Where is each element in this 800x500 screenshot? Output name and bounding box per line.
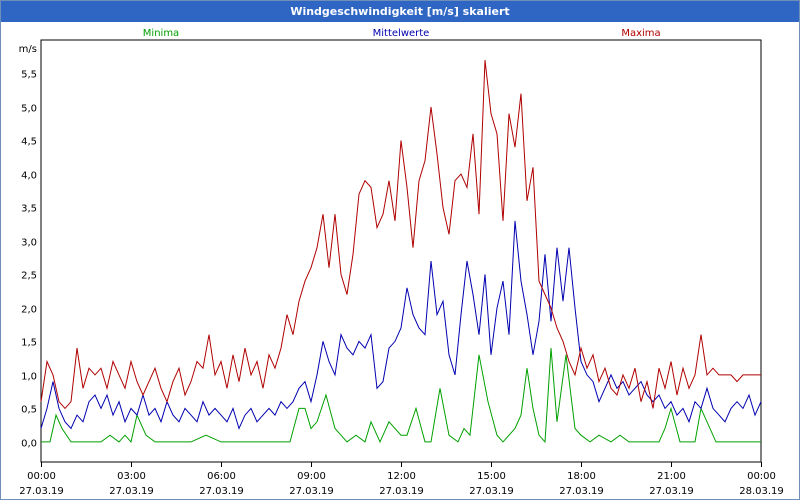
y-tick-label: 5,0 xyxy=(21,104,37,115)
x-tick-date: 27.03.19 xyxy=(289,486,334,497)
chart-canvas: 0,0 0,5 1,0 1,5 2,0 2,5 3,0 3,5 4,0 4,5 5,0 5,5 m/s 0… xyxy=(19,28,784,497)
x-tick-date: 27.03.19 xyxy=(559,486,604,497)
series-line-minima xyxy=(41,348,761,444)
legend-maxima: Maxima xyxy=(621,28,660,39)
y-tick-label: 1,0 xyxy=(21,372,37,383)
chart-title: Windgeschwindigkeit [m/s] skaliert xyxy=(1,1,799,22)
series-line-mittelwerte xyxy=(40,220,762,430)
y-tick-label: 1,5 xyxy=(21,338,37,349)
x-tick-date: 27.03.19 xyxy=(19,486,64,497)
x-tick-time: 00:00 xyxy=(27,471,56,482)
x-tick-time: 03:00 xyxy=(117,471,146,482)
x-tick-date: 27.03.19 xyxy=(199,486,244,497)
legend-mittelwerte: Mittelwerte xyxy=(373,28,430,39)
y-tick-label: 5,5 xyxy=(21,70,37,81)
x-tick-time: 21:00 xyxy=(657,471,686,482)
x-tick-time: 18:00 xyxy=(567,471,596,482)
y-tick-label: 3,5 xyxy=(21,204,37,215)
x-tick-date: 28.03.19 xyxy=(739,486,784,497)
y-tick-label: 3,0 xyxy=(21,238,37,249)
x-tick-date: 27.03.19 xyxy=(649,486,694,497)
y-tick-label: 0,0 xyxy=(21,439,37,450)
x-tick-time: 15:00 xyxy=(477,471,506,482)
x-tick-time: 09:00 xyxy=(297,471,326,482)
y-tick-label: 2,5 xyxy=(21,271,37,282)
x-tick-time: 12:00 xyxy=(387,471,416,482)
y-tick-label: 4,0 xyxy=(21,171,37,182)
x-tick-date: 27.03.19 xyxy=(469,486,514,497)
series-lines xyxy=(40,60,762,444)
labels: 0,0 0,5 1,0 1,5 2,0 2,5 3,0 3,5 4,0 4,5 5,0 5,5 m/s 0… xyxy=(19,28,784,497)
plot-area xyxy=(40,39,762,463)
y-tick-label: 0,5 xyxy=(21,405,37,416)
legend-minima: Minima xyxy=(143,28,179,39)
x-tick-date: 27.03.19 xyxy=(109,486,154,497)
axes xyxy=(40,39,762,467)
x-tick-time: 00:00 xyxy=(747,471,776,482)
y-tick-label: 2,0 xyxy=(21,305,37,316)
y-axis-label: m/s xyxy=(19,44,37,55)
series-line-maxima xyxy=(40,60,761,410)
x-tick-date: 27.03.19 xyxy=(379,486,424,497)
y-tick-label: 4,5 xyxy=(21,137,37,148)
x-tick-time: 06:00 xyxy=(207,471,236,482)
